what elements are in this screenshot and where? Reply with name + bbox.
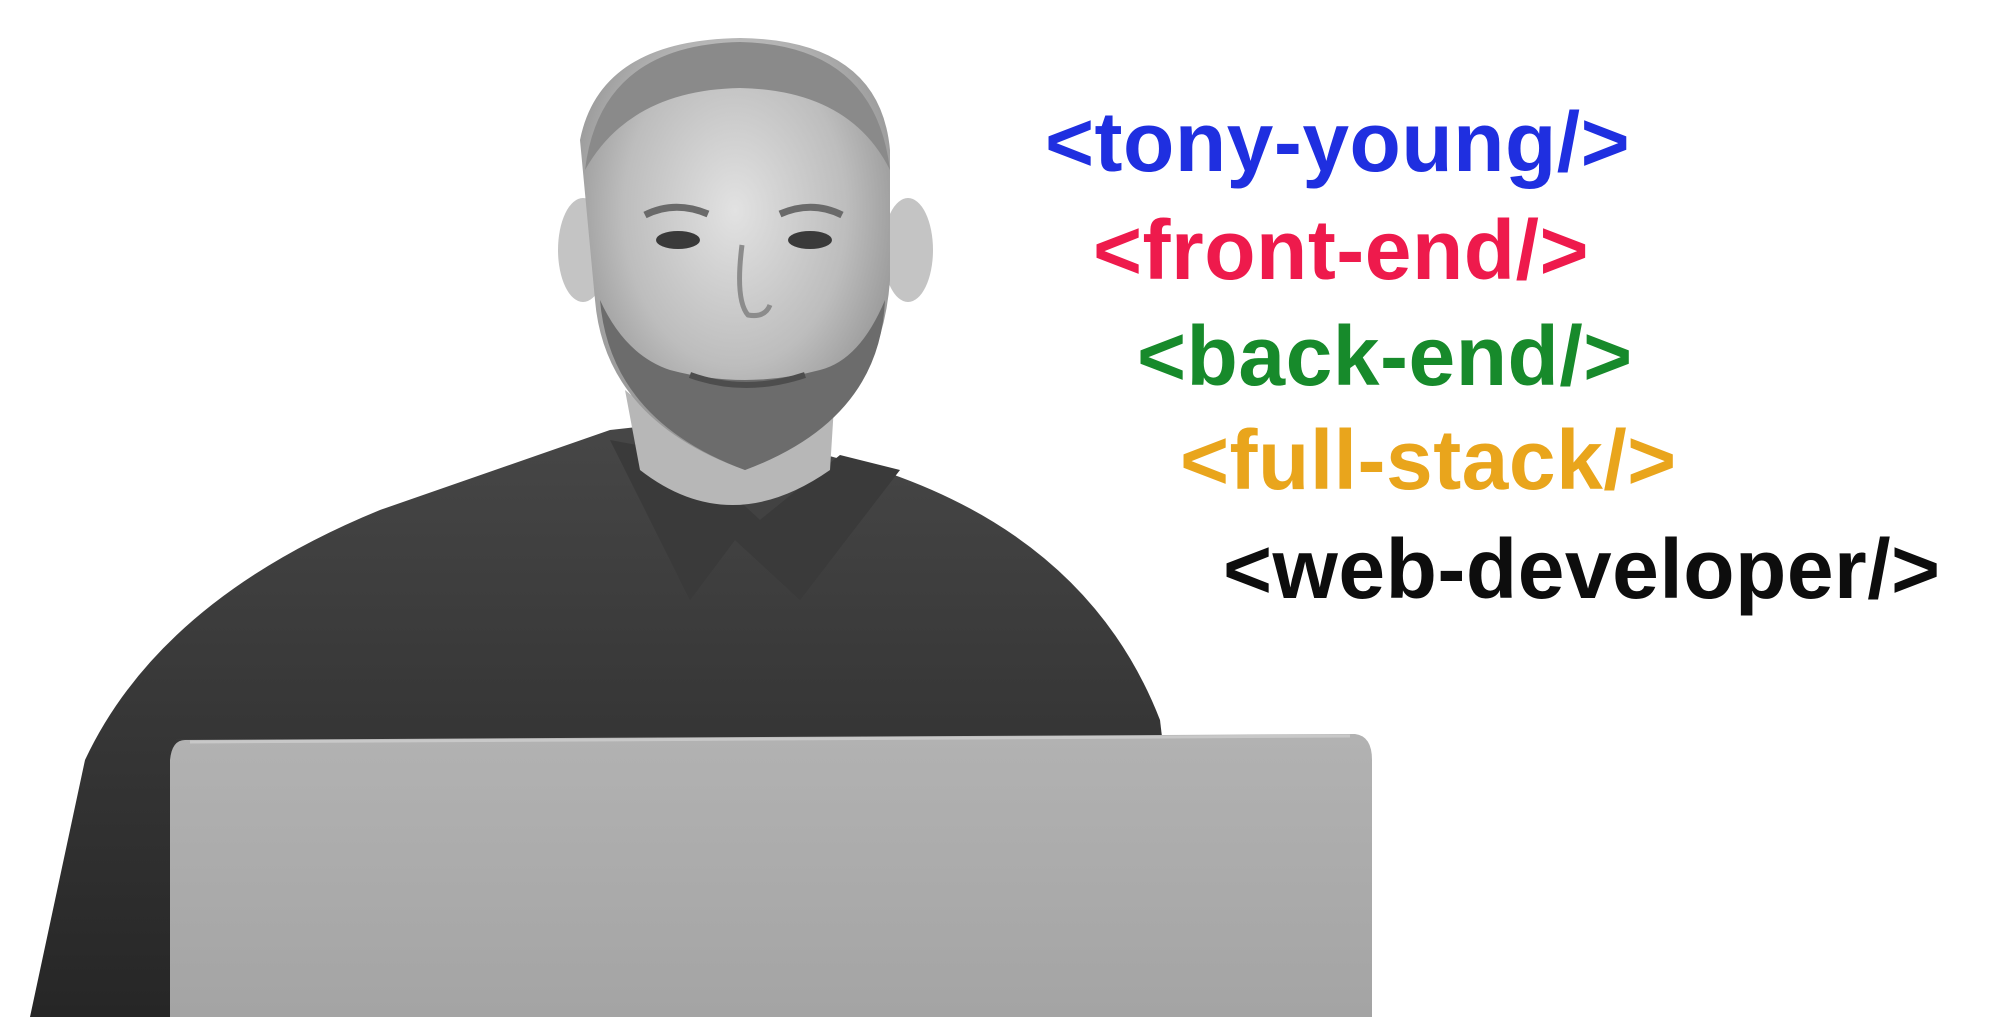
tag-tony-young: <tony-young/> (1045, 95, 1631, 189)
right-ear (883, 198, 933, 302)
left-eye (656, 231, 700, 249)
tag-back-end: <back-end/> (1137, 309, 1633, 403)
smile (688, 372, 806, 388)
hair (585, 42, 890, 170)
right-eye (788, 231, 832, 249)
laptop (170, 734, 1372, 1017)
tag-full-stack: <full-stack/> (1180, 413, 1677, 507)
head (580, 38, 890, 470)
tag-front-end: <front-end/> (1093, 203, 1590, 297)
tag-web-developer: <web-developer/> (1223, 522, 1941, 616)
developer-portrait (30, 38, 1372, 1017)
